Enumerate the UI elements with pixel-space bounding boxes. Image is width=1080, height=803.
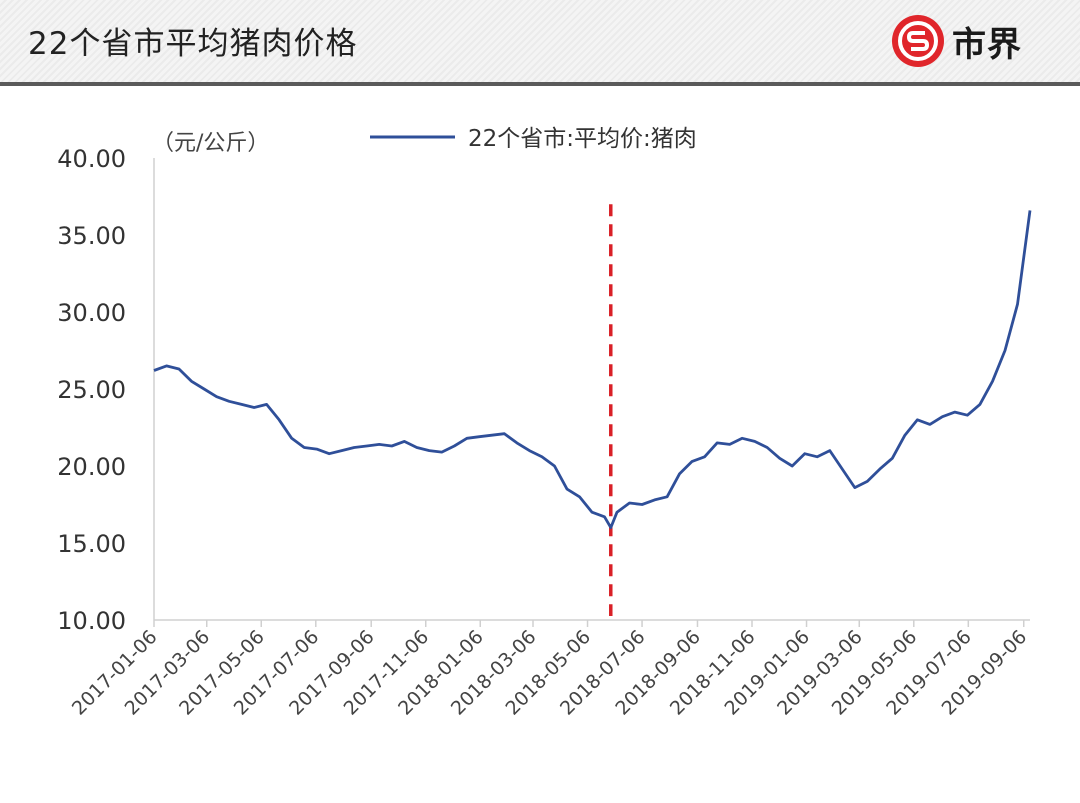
- series-line: [153, 210, 1032, 530]
- y-tick-label: 35.00: [57, 222, 126, 250]
- page-title: 22个省市平均猪肉价格: [28, 26, 358, 62]
- header-divider: [0, 82, 1080, 86]
- logo-mark-icon: [892, 15, 944, 67]
- series-marks: [153, 204, 1032, 616]
- y-tick-label: 25.00: [57, 376, 126, 404]
- chart-area: （元/公斤） 22个省市:平均价:猪肉 10.00 15.00 20.00 25.00…: [0, 86, 1080, 799]
- brand-logo: 市界: [892, 14, 1022, 68]
- axes: [153, 158, 1030, 621]
- y-tick-label: 30.00: [57, 299, 126, 327]
- y-tick-label: 40.00: [57, 145, 126, 173]
- y-axis-label: （元/公斤）: [152, 131, 269, 156]
- y-tick-label: 20.00: [57, 453, 126, 481]
- y-tick-label: 10.00: [57, 607, 126, 635]
- y-tick-label: 15.00: [57, 530, 126, 558]
- legend-label: 22个省市:平均价:猪肉: [468, 126, 697, 152]
- x-tick-labels: 2017-01-062017-03-062017-05-062017-07-06…: [68, 620, 1031, 720]
- legend: 22个省市:平均价:猪肉: [370, 126, 697, 152]
- price-line-chart: （元/公斤） 22个省市:平均价:猪肉 10.00 15.00 20.00 25.00…: [57, 126, 1032, 720]
- logo-text: 市界: [952, 24, 1022, 65]
- y-tick-labels: 10.00 15.00 20.00 25.00 30.00 35.00 40.00: [57, 145, 126, 635]
